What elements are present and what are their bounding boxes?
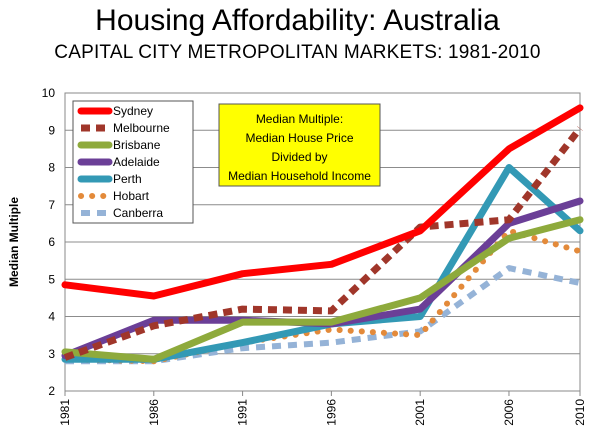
y-tick-label: 8 (48, 161, 55, 175)
x-tick-label: 1991 (236, 399, 250, 426)
legend-label-perth: Perth (113, 172, 142, 186)
y-tick-label: 6 (48, 235, 55, 249)
x-tick-label: 1996 (324, 399, 338, 426)
legend-label-brisbane: Brisbane (113, 138, 161, 152)
annotation-box: Median Multiple: Median House Price Divide… (218, 103, 381, 187)
legend-label-canberra: Canberra (113, 206, 163, 220)
x-tick-label: 2001 (413, 399, 427, 426)
legend-label-hobart: Hobart (113, 189, 150, 203)
x-tick-label: 1981 (58, 399, 72, 426)
y-tick-label: 2 (48, 384, 55, 398)
chart-title: Housing Affordability: Australia (95, 4, 500, 37)
legend-label-adelaide: Adelaide (113, 155, 160, 169)
annotation-line: Divided by (271, 150, 327, 164)
x-tick-label: 1986 (147, 399, 161, 426)
y-tick-labels: 2 3 4 5 6 7 8 9 10 (42, 86, 56, 398)
x-tick-label: 2006 (502, 399, 516, 426)
series-line-brisbane (61, 216, 584, 363)
annotation-line: Median Household Income (228, 169, 371, 183)
y-tick-label: 5 (48, 272, 55, 286)
annotation-background (218, 103, 381, 187)
y-tick-label: 7 (48, 198, 55, 212)
series-line-canberra (65, 265, 581, 365)
legend: Sydney Melbourne Brisbane Adelaide Perth Hoba… (72, 100, 194, 224)
x-tick-label: 2010 (573, 399, 587, 426)
chart-subtitle: CAPITAL CITY METROPOLITAN MARKETS: 1981-… (54, 42, 541, 63)
plot-area-border (64, 92, 581, 392)
y-tick-label: 10 (42, 86, 56, 100)
annotation-line: Median Multiple: (256, 112, 343, 126)
series-lines (61, 104, 584, 365)
axes (64, 92, 581, 396)
y-tick-label: 9 (48, 123, 55, 137)
legend-label-sydney: Sydney (113, 104, 153, 118)
legend-label-melbourne: Melbourne (113, 121, 170, 135)
annotation-line: Median House Price (245, 131, 353, 145)
y-tick-label: 3 (48, 347, 55, 361)
y-tick-label: 4 (48, 310, 55, 324)
series-line-melbourne (63, 126, 583, 361)
y-axis-label: Median Multiple (7, 197, 21, 287)
x-tick-labels: 1981 1986 1991 1996 2001 2006 2010 (58, 399, 587, 426)
series-line-sydney (61, 104, 584, 300)
